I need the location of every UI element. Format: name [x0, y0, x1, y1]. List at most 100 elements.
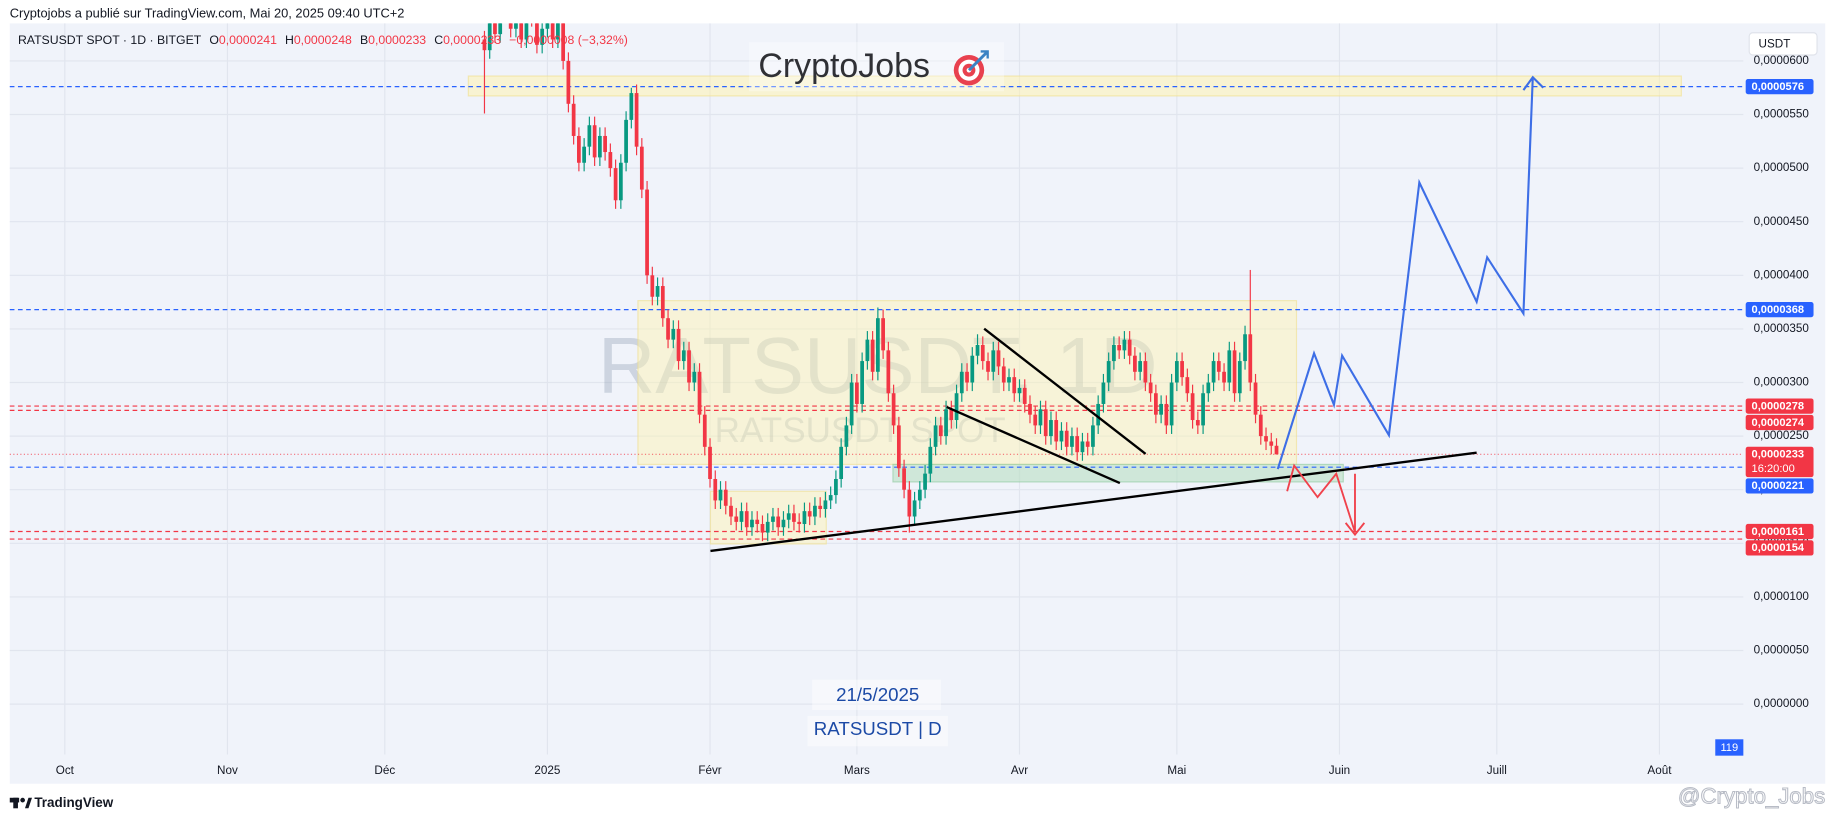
y-tick-label: 0,0000050	[1754, 644, 1810, 657]
candle-body	[881, 318, 885, 351]
price-tag-label: 0,0000233	[1752, 449, 1805, 461]
candle-body	[1243, 334, 1247, 362]
candle-body	[792, 513, 796, 522]
accumulation-zone	[709, 490, 827, 545]
candle-body	[860, 361, 865, 404]
trend-line	[710, 451, 1477, 553]
candle-body	[676, 328, 681, 362]
candle-body	[755, 519, 760, 525]
x-tick-label: Mai	[1167, 764, 1186, 777]
candle-body	[629, 93, 634, 120]
candle-body	[514, 23, 518, 29]
tradingview-wordmark: TradingView	[34, 795, 113, 810]
candle-body	[970, 355, 975, 383]
candle-body	[807, 511, 812, 517]
candle-body	[1059, 430, 1064, 442]
candle-body	[597, 135, 602, 158]
candle-body	[1012, 377, 1017, 394]
price-tag	[1745, 79, 1814, 95]
candle-body	[744, 511, 749, 528]
candle-body	[1180, 361, 1184, 378]
y-tick-label: 0,0000000	[1754, 697, 1810, 710]
candle-body	[1001, 366, 1006, 383]
candle-body	[650, 275, 655, 297]
x-tick-label: Mars	[844, 764, 870, 777]
legend-change: −0,0000008 (−3,32%)	[509, 33, 628, 47]
price-tag-label: 0,0000576	[1752, 81, 1805, 93]
candle-body	[1232, 350, 1237, 394]
candle-body	[1216, 361, 1221, 372]
candle-body	[697, 371, 702, 415]
candle-body	[1237, 361, 1242, 394]
candle-body	[729, 505, 733, 517]
candle-body	[991, 350, 996, 372]
candle-body	[923, 473, 927, 490]
x-tick-label: 2025	[534, 764, 561, 777]
x-tick-label: Févr	[698, 764, 721, 777]
candle-body	[839, 446, 844, 479]
price-tag	[1745, 398, 1814, 414]
candle-body	[1112, 344, 1116, 362]
candle-body	[870, 339, 875, 372]
candle-body	[1064, 430, 1069, 447]
candle-body	[498, 23, 503, 35]
candle-body	[524, 23, 529, 40]
candle-body	[855, 382, 859, 404]
legend-value: 0,0000241	[219, 33, 277, 47]
candle-body	[1075, 436, 1080, 453]
candle-body	[639, 146, 644, 190]
currency-button[interactable]	[1748, 32, 1818, 56]
candle-body	[1033, 414, 1038, 426]
candle-body	[655, 286, 660, 297]
candle-body	[875, 318, 880, 372]
candle-body	[975, 344, 980, 356]
candle-body	[965, 371, 969, 383]
candle-body	[692, 371, 697, 383]
candle-body	[681, 350, 686, 362]
candle-body	[844, 425, 849, 447]
candle-body	[865, 339, 870, 362]
y-tick-label: 0,0000550	[1754, 108, 1810, 121]
candle-body	[556, 23, 560, 40]
candle-body	[608, 152, 613, 169]
candle-body	[1253, 382, 1258, 415]
candle-body	[980, 344, 985, 362]
candle-body	[1169, 382, 1174, 426]
candle-body	[891, 393, 896, 426]
candle-body	[540, 28, 545, 45]
candle-body	[566, 60, 571, 104]
candle-body	[954, 393, 959, 421]
price-tag-label: 0,0000161	[1752, 526, 1805, 538]
candle-body	[718, 489, 723, 501]
candle-body	[1269, 441, 1274, 446]
levels	[9, 86, 1744, 540]
x-tick-label: Oct	[56, 764, 75, 777]
candle-body	[723, 489, 728, 506]
price-tag	[1745, 414, 1814, 431]
candle-body	[797, 521, 802, 525]
candle-body	[1248, 334, 1253, 383]
candle-body	[550, 23, 555, 40]
x-tick-label: Juill	[1487, 764, 1507, 777]
candle-body	[771, 516, 775, 522]
candle-body	[928, 446, 933, 474]
candle-body	[944, 409, 948, 437]
price-tag-label: 16:20:00	[1752, 463, 1795, 475]
bearish-projection	[1286, 463, 1356, 533]
candle-body	[750, 519, 754, 528]
legend-key: O	[209, 33, 219, 47]
candle-body	[624, 119, 628, 163]
candle-body	[907, 489, 912, 517]
legend-key: H	[285, 33, 294, 47]
bearish-arrowhead	[1344, 522, 1366, 537]
price-tag-label: 0,0000278	[1752, 400, 1805, 412]
y-tick-label: 0,0000450	[1754, 215, 1810, 228]
legend-value: 0,0000233	[368, 33, 426, 47]
candle-body	[1022, 387, 1027, 404]
y-tick-label: 0,0000250	[1754, 429, 1810, 442]
legend-value: 0,0000248	[294, 33, 352, 47]
candle-body	[508, 23, 513, 29]
candle-body	[1138, 361, 1143, 372]
candle-body	[781, 519, 786, 528]
